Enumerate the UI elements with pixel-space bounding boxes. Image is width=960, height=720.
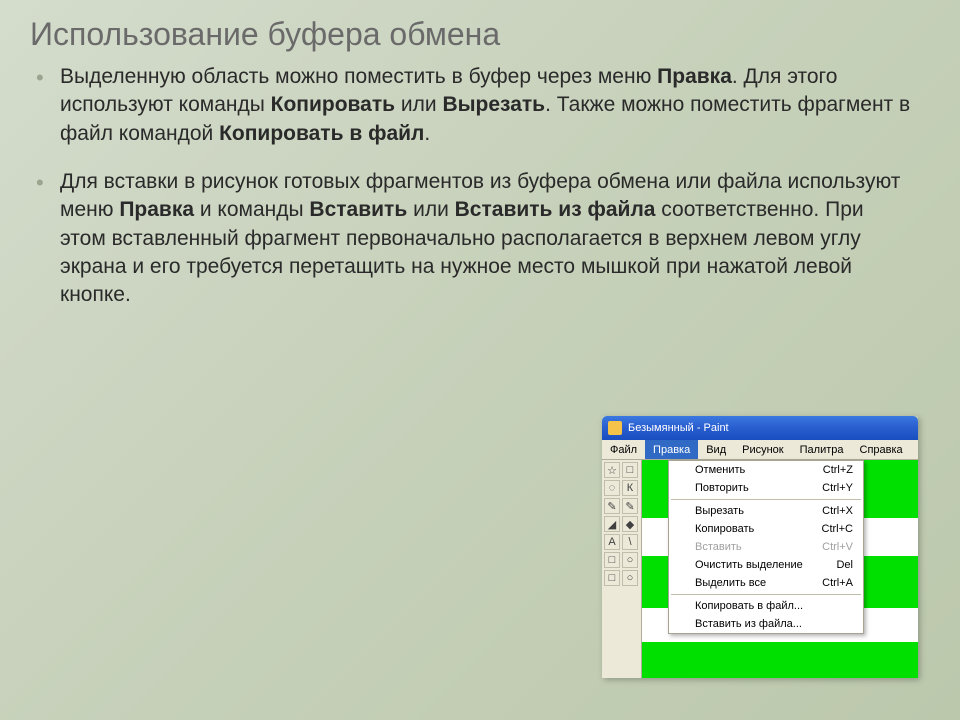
menu-entry[interactable]: Копировать в файл...	[669, 597, 863, 615]
menu-entry-shortcut: Del	[836, 559, 853, 571]
menu-entry-label: Повторить	[695, 482, 822, 494]
page-title: Использование буфера обмена	[0, 0, 960, 63]
menu-entry[interactable]: Вставить из файла...	[669, 615, 863, 633]
menu-entry-label: Копировать	[695, 523, 822, 535]
menu-entry-shortcut: Ctrl+V	[822, 541, 853, 553]
menu-item-вид[interactable]: Вид	[698, 440, 734, 459]
menu-entry-shortcut: Ctrl+Y	[822, 482, 853, 494]
menu-entry-label: Очистить выделение	[695, 559, 836, 571]
menu-entry[interactable]: ВырезатьCtrl+X	[669, 502, 863, 520]
tool-2[interactable]: ◌	[604, 480, 620, 496]
edit-menu-dropdown: ОтменитьCtrl+ZПовторитьCtrl+YВырезатьCtr…	[668, 460, 864, 634]
menu-separator	[671, 499, 861, 500]
menu-entry-label: Вставить из файла...	[695, 618, 853, 630]
tool-8[interactable]: A	[604, 534, 620, 550]
menu-entry[interactable]: Очистить выделениеDel	[669, 556, 863, 574]
menu-item-рисунок[interactable]: Рисунок	[734, 440, 792, 459]
paint-titlebar[interactable]: Безымянный - Paint	[602, 416, 918, 440]
menu-entry-label: Копировать в файл...	[695, 600, 853, 612]
paint-title-text: Безымянный - Paint	[628, 422, 729, 434]
tool-3[interactable]: К	[622, 480, 638, 496]
menu-entry-label: Вставить	[695, 541, 822, 553]
menu-item-палитра[interactable]: Палитра	[792, 440, 852, 459]
tool-5[interactable]: ✎	[622, 498, 638, 514]
tool-9[interactable]: \	[622, 534, 638, 550]
menu-entry-label: Вырезать	[695, 505, 822, 517]
paint-toolbox: ☆□◌К✎✎◢◆A\□○□○	[602, 460, 642, 678]
menu-entry[interactable]: Выделить всеCtrl+A	[669, 574, 863, 592]
tool-13[interactable]: ○	[622, 570, 638, 586]
menu-entry: ВставитьCtrl+V	[669, 538, 863, 556]
paint-window: Безымянный - Paint ФайлПравкаВидРисунокП…	[602, 416, 918, 678]
menu-entry-shortcut: Ctrl+C	[822, 523, 853, 535]
menu-entry-shortcut: Ctrl+X	[822, 505, 853, 517]
tool-4[interactable]: ✎	[604, 498, 620, 514]
menu-entry-label: Отменить	[695, 464, 823, 476]
tool-10[interactable]: □	[604, 552, 620, 568]
tool-12[interactable]: □	[604, 570, 620, 586]
menu-item-справка[interactable]: Справка	[852, 440, 911, 459]
menu-entry-label: Выделить все	[695, 577, 822, 589]
menu-entry[interactable]: ОтменитьCtrl+Z	[669, 461, 863, 479]
paint-app-icon	[608, 421, 622, 435]
bullet-1: Выделенную область можно поместить в буф…	[60, 63, 912, 148]
paint-menubar: ФайлПравкаВидРисунокПалитраСправка	[602, 440, 918, 460]
tool-6[interactable]: ◢	[604, 516, 620, 532]
menu-entry-shortcut: Ctrl+Z	[823, 464, 853, 476]
tool-7[interactable]: ◆	[622, 516, 638, 532]
tool-11[interactable]: ○	[622, 552, 638, 568]
menu-item-файл[interactable]: Файл	[602, 440, 645, 459]
content-area: Выделенную область можно поместить в буф…	[0, 63, 960, 310]
tool-1[interactable]: □	[622, 462, 638, 478]
tool-0[interactable]: ☆	[604, 462, 620, 478]
canvas-stripe	[642, 642, 918, 678]
menu-entry[interactable]: КопироватьCtrl+C	[669, 520, 863, 538]
menu-item-правка[interactable]: Правка	[645, 440, 698, 459]
menu-entry[interactable]: ПовторитьCtrl+Y	[669, 479, 863, 497]
menu-separator	[671, 594, 861, 595]
bullet-2: Для вставки в рисунок готовых фрагментов…	[60, 168, 912, 310]
menu-entry-shortcut: Ctrl+A	[822, 577, 853, 589]
